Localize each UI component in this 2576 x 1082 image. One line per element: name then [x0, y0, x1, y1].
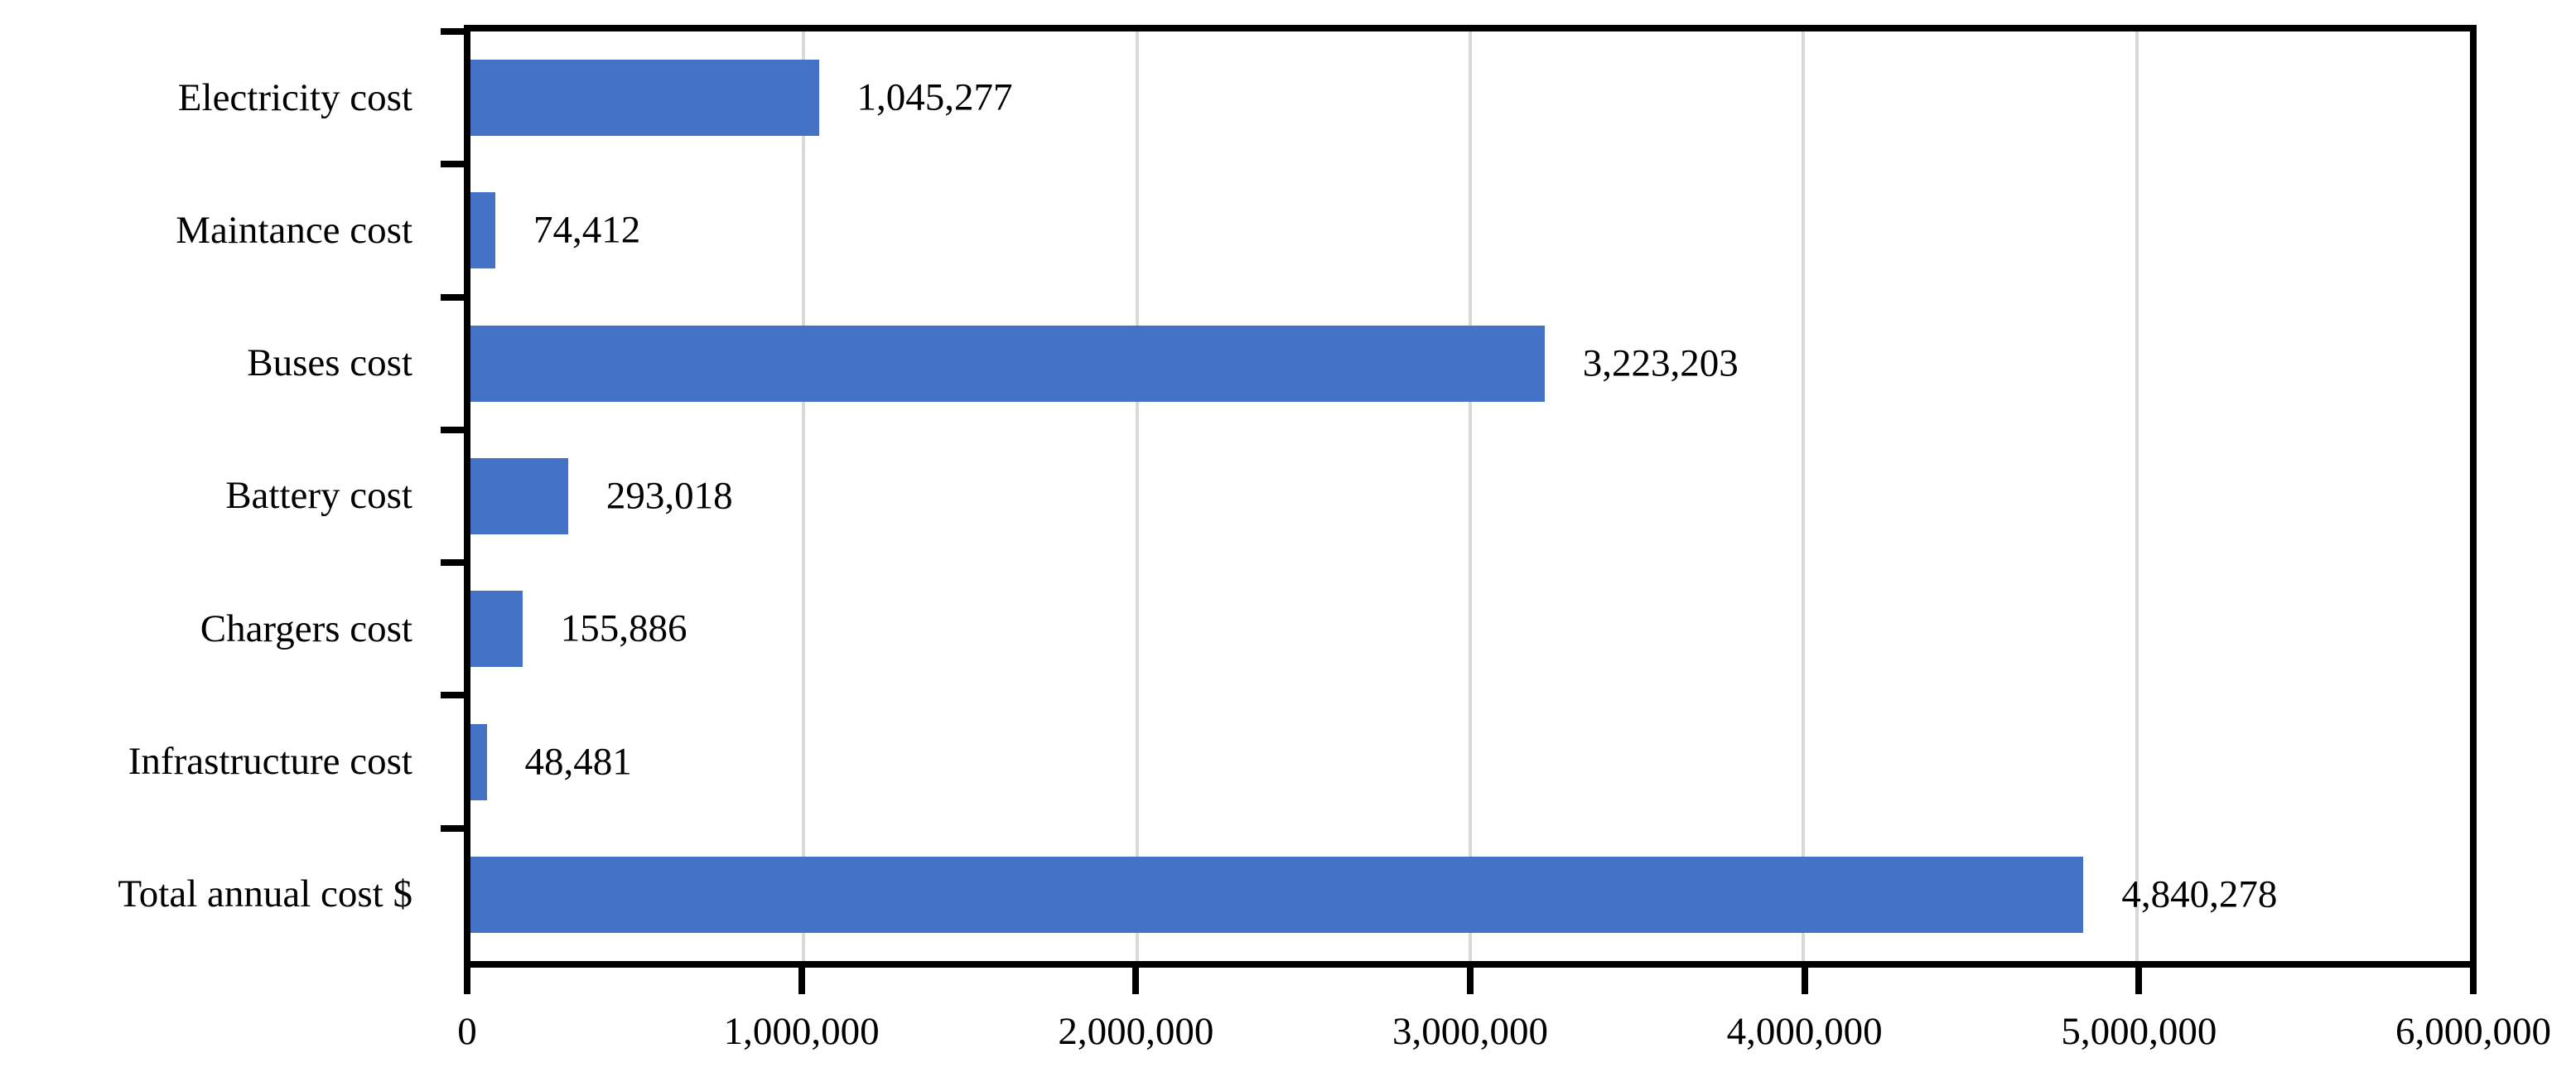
x-axis-tick [798, 968, 805, 994]
bar-value-label: 1,045,277 [856, 75, 1013, 119]
x-axis-tick-label: 0 [457, 1010, 477, 1053]
bar [470, 192, 495, 269]
x-axis-tick [1467, 968, 1474, 994]
x-axis-tick [1801, 968, 1808, 994]
bar [470, 856, 2084, 933]
x-axis-tick-label: 3,000,000 [1392, 1010, 1548, 1053]
category-label: Total annual cost $ [118, 872, 412, 916]
category-label: Infrastructure cost [128, 740, 412, 784]
y-axis-labels: Electricity cost Maintance cost Buses cost… [0, 31, 439, 961]
chart-row: 48,481 [470, 695, 2470, 828]
bar [470, 723, 487, 800]
category-label: Chargers cost [200, 606, 412, 650]
bar-value-label: 4,840,278 [2121, 872, 2278, 916]
y-axis-tick [441, 161, 464, 168]
gridline [2135, 31, 2139, 961]
chart-row: 155,886 [470, 563, 2470, 695]
category-label: Maintance cost [176, 208, 412, 252]
chart-row: 4,840,278 [470, 828, 2470, 961]
y-axis-tick [441, 692, 464, 699]
gridline [1802, 31, 1806, 961]
bar [470, 591, 523, 668]
bar-value-label: 74,412 [533, 208, 641, 252]
y-axis-tick [441, 559, 464, 567]
x-axis-tick [1132, 968, 1140, 994]
bar [470, 325, 1545, 402]
x-axis-tick-label: 2,000,000 [1058, 1010, 1214, 1053]
gridline [802, 31, 806, 961]
gridline [1469, 31, 1472, 961]
x-axis-tick-label: 6,000,000 [2395, 1010, 2551, 1053]
chart-row: 1,045,277 [470, 31, 2470, 164]
y-axis-tick [441, 824, 464, 832]
bar-value-label: 155,886 [560, 606, 687, 650]
x-axis-tick [2470, 968, 2477, 994]
x-axis-tick [464, 968, 470, 994]
category-label: Buses cost [247, 341, 412, 385]
bar-value-label: 3,223,203 [1582, 341, 1739, 385]
bar [470, 457, 568, 534]
chart-row: 74,412 [470, 164, 2470, 297]
gridline [1135, 31, 1139, 961]
plot-area: 1,045,277 74,412 3,223,203 293,018 155,886 48… [464, 25, 2477, 968]
bar-value-label: 48,481 [524, 740, 632, 784]
bar [470, 60, 819, 137]
x-axis-tick-label: 1,000,000 [723, 1010, 880, 1053]
x-axis-tick-label: 4,000,000 [1726, 1010, 1883, 1053]
category-label: Battery cost [225, 474, 412, 518]
y-axis-tick [441, 28, 464, 35]
x-axis-tick [2135, 968, 2143, 994]
y-axis-tick [441, 293, 464, 301]
category-label: Electricity cost [177, 75, 412, 119]
y-axis-tick [441, 426, 464, 433]
bar-value-label: 293,018 [605, 474, 733, 518]
chart-row: 293,018 [470, 430, 2470, 563]
chart-row: 3,223,203 [470, 297, 2470, 430]
x-axis-tick-label: 5,000,000 [2061, 1010, 2217, 1053]
